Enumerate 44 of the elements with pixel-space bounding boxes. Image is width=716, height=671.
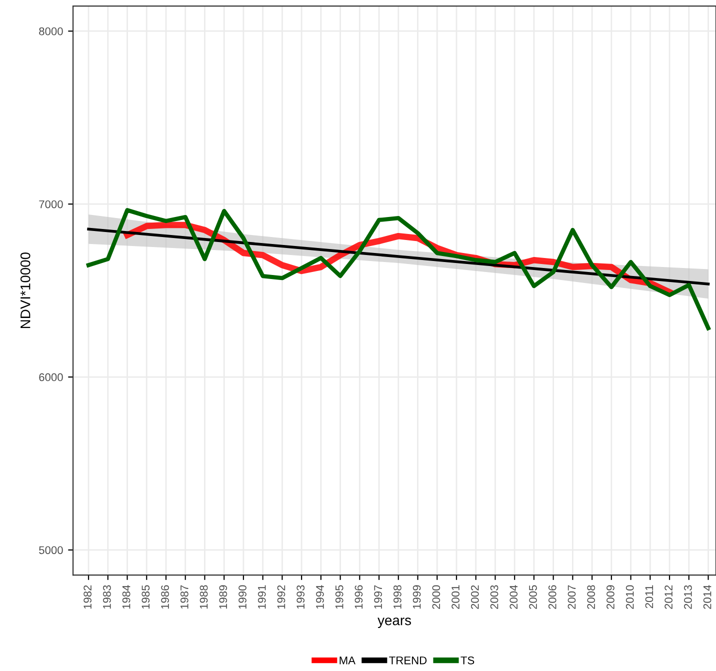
x-tick-label: 1998 xyxy=(394,585,402,609)
x-tick-label: 2010 xyxy=(626,585,634,609)
x-tick-label: 2011 xyxy=(645,585,654,608)
x-tick-label: 1988 xyxy=(200,585,208,609)
legend-label: MA xyxy=(340,656,356,664)
x-tick-label: 2003 xyxy=(490,585,498,609)
line-series xyxy=(86,208,710,330)
x-tick-label: 1984 xyxy=(122,585,130,609)
x-tick-label: 2014 xyxy=(703,585,712,609)
y-tick-label: 7000 xyxy=(39,200,63,208)
x-tick-label: 1995 xyxy=(335,585,344,609)
legend-label: TREND xyxy=(389,656,427,664)
x-tick-label: 2013 xyxy=(684,585,692,609)
x-axis-title: years xyxy=(378,618,411,628)
x-tick-label: 1985 xyxy=(142,585,150,609)
x-tick-label: 1999 xyxy=(412,585,421,609)
x-tick-label: 1992 xyxy=(277,585,286,609)
x-tick-label: 2006 xyxy=(548,585,556,609)
y-axis-title: NDVI*10000 xyxy=(20,252,30,328)
x-tick-label: 2012 xyxy=(664,585,673,609)
x-tick-label: 2009 xyxy=(606,585,614,609)
x-tick-label: 1996 xyxy=(354,585,363,609)
x-tick-label: 2001 xyxy=(452,585,460,609)
x-tick-label: 1986 xyxy=(161,585,169,609)
x-tick-label: 1987 xyxy=(180,585,188,609)
y-tick-label: 6000 xyxy=(39,373,63,382)
y-tick-label: 5000 xyxy=(39,546,63,554)
x-tick-label: 1994 xyxy=(316,585,324,609)
x-tick-label: 2007 xyxy=(568,585,576,609)
line-series xyxy=(87,228,710,286)
x-tick-label: 2004 xyxy=(510,585,518,609)
legend-label: TS xyxy=(460,656,474,664)
x-tick-label: 1993 xyxy=(296,585,305,609)
x-tick-label: 1989 xyxy=(219,585,228,609)
x-tick-label: 1983 xyxy=(103,585,111,609)
x-tick-label: 2005 xyxy=(529,585,537,609)
x-tick-label: 2008 xyxy=(587,585,596,609)
x-tick-label: 1982 xyxy=(84,585,92,609)
x-tick-label: 2002 xyxy=(470,585,479,609)
x-tick-label: 1991 xyxy=(258,585,266,609)
x-tick-label: 2000 xyxy=(432,585,440,609)
x-tick-label: 1997 xyxy=(374,585,382,609)
x-tick-label: 1990 xyxy=(238,585,246,609)
y-tick-label: 8000 xyxy=(39,27,63,36)
